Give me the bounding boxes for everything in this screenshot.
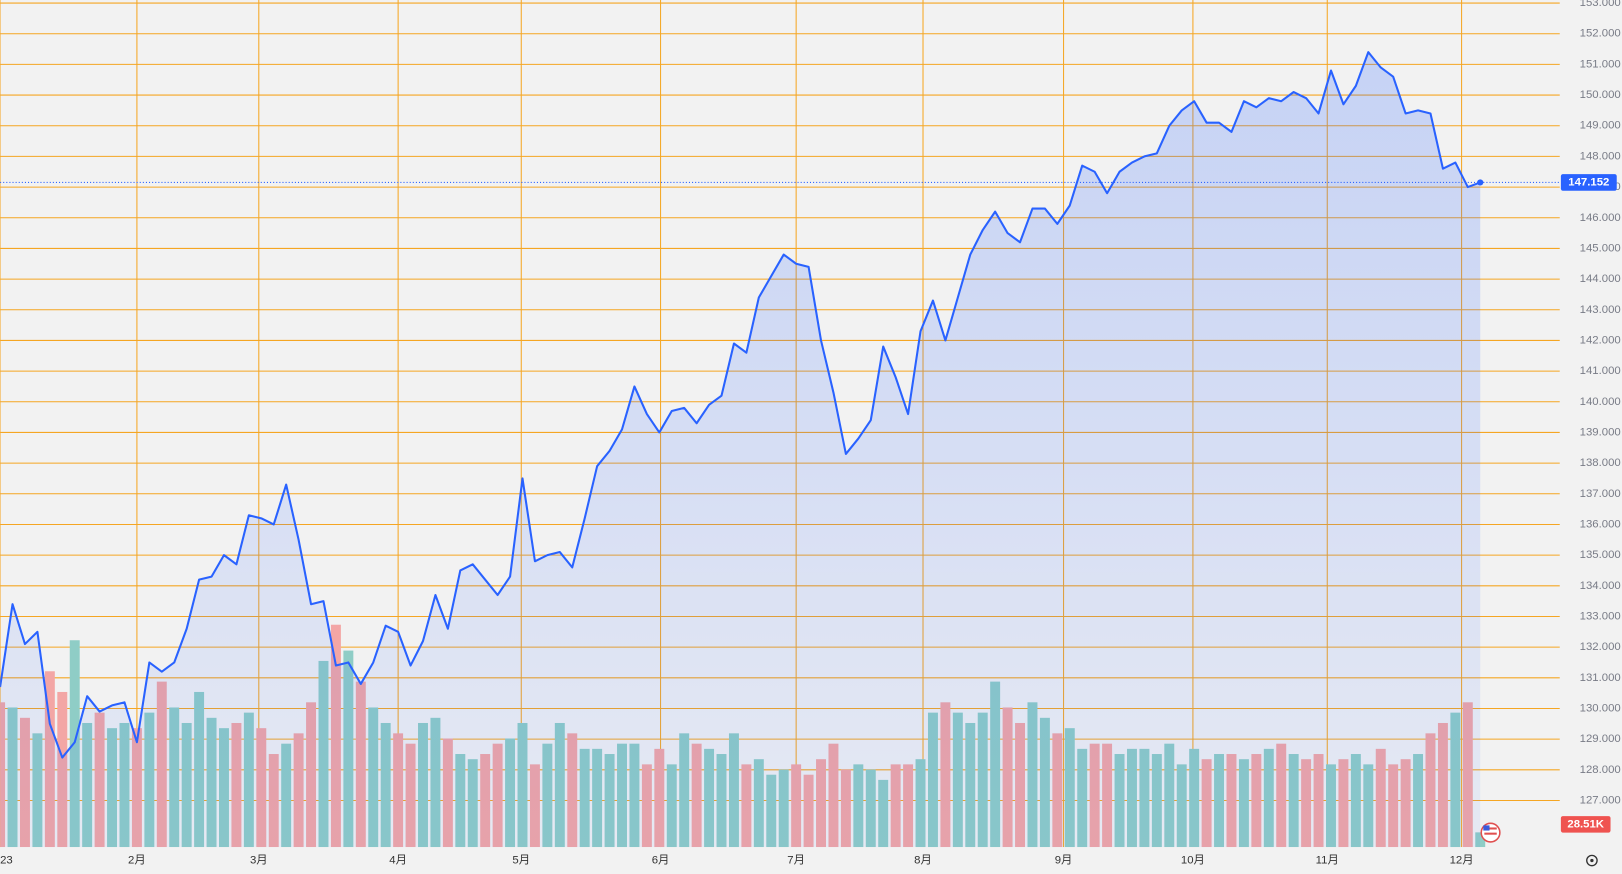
x-tick-label: 12月 <box>1450 855 1474 867</box>
y-tick-label: 129.000 <box>1580 733 1621 745</box>
x-tick-label: 3月 <box>250 855 268 867</box>
y-tick-label: 130.000 <box>1580 702 1621 714</box>
x-tick-label: 2月 <box>128 855 146 867</box>
y-tick-label: 140.000 <box>1580 396 1621 408</box>
last-volume-label: 28.51K <box>1567 818 1604 830</box>
last-price-label: 147.152 <box>1568 176 1609 188</box>
y-tick-label: 134.000 <box>1580 580 1621 592</box>
price-area <box>0 52 1481 848</box>
x-tick-label: 5月 <box>512 855 530 867</box>
y-tick-label: 127.000 <box>1580 794 1621 806</box>
y-tick-label: 141.000 <box>1580 365 1621 377</box>
y-tick-label: 151.000 <box>1580 58 1621 70</box>
x-tick-label: 11月 <box>1316 855 1339 867</box>
x-tick-label: 7月 <box>787 855 805 867</box>
y-tick-label: 144.000 <box>1580 273 1621 285</box>
y-tick-label: 146.000 <box>1580 212 1621 224</box>
price-line <box>0 51 1481 759</box>
x-tick-label: 4月 <box>389 855 407 867</box>
y-tick-label: 153.000 <box>1580 0 1621 9</box>
price-pane <box>0 51 1560 848</box>
y-tick-label: 139.000 <box>1580 426 1621 438</box>
flag-stripe <box>1484 832 1497 835</box>
y-tick-label: 137.000 <box>1580 488 1621 500</box>
last-volume-badge <box>1560 816 1611 833</box>
y-tick-label: 133.000 <box>1580 610 1621 622</box>
y-tick-label: 142.000 <box>1580 334 1621 346</box>
y-tick-label: 152.000 <box>1580 28 1621 40</box>
flag-canton <box>1483 825 1490 831</box>
y-tick-label: 128.000 <box>1580 764 1621 776</box>
y-tick-label: 136.000 <box>1580 518 1621 530</box>
settings-icon-dot <box>1590 858 1594 863</box>
x-tick-label: 10月 <box>1181 855 1205 867</box>
y-tick-label: 149.000 <box>1580 120 1621 132</box>
last-price-badge <box>1560 174 1617 191</box>
settings-icon[interactable] <box>1586 854 1598 867</box>
x-tick-label: 9月 <box>1055 855 1073 867</box>
x-tick-label: 6月 <box>652 855 670 867</box>
flag-stripe <box>1484 827 1497 830</box>
y-tick-label: 143.000 <box>1580 304 1621 316</box>
y-tick-label: 150.000 <box>1580 89 1621 101</box>
y-tick-label: 145.000 <box>1580 242 1621 254</box>
x-tick-label: 2023 <box>0 855 13 867</box>
y-tick-label: 138.000 <box>1580 457 1621 469</box>
y-tick-label: 148.000 <box>1580 150 1621 162</box>
y-tick-label: 135.000 <box>1580 549 1621 561</box>
x-tick-label: 8月 <box>914 855 932 867</box>
last-price-dot <box>1477 179 1484 186</box>
y-tick-label: 132.000 <box>1580 641 1621 653</box>
y-tick-label: 131.000 <box>1580 672 1621 684</box>
